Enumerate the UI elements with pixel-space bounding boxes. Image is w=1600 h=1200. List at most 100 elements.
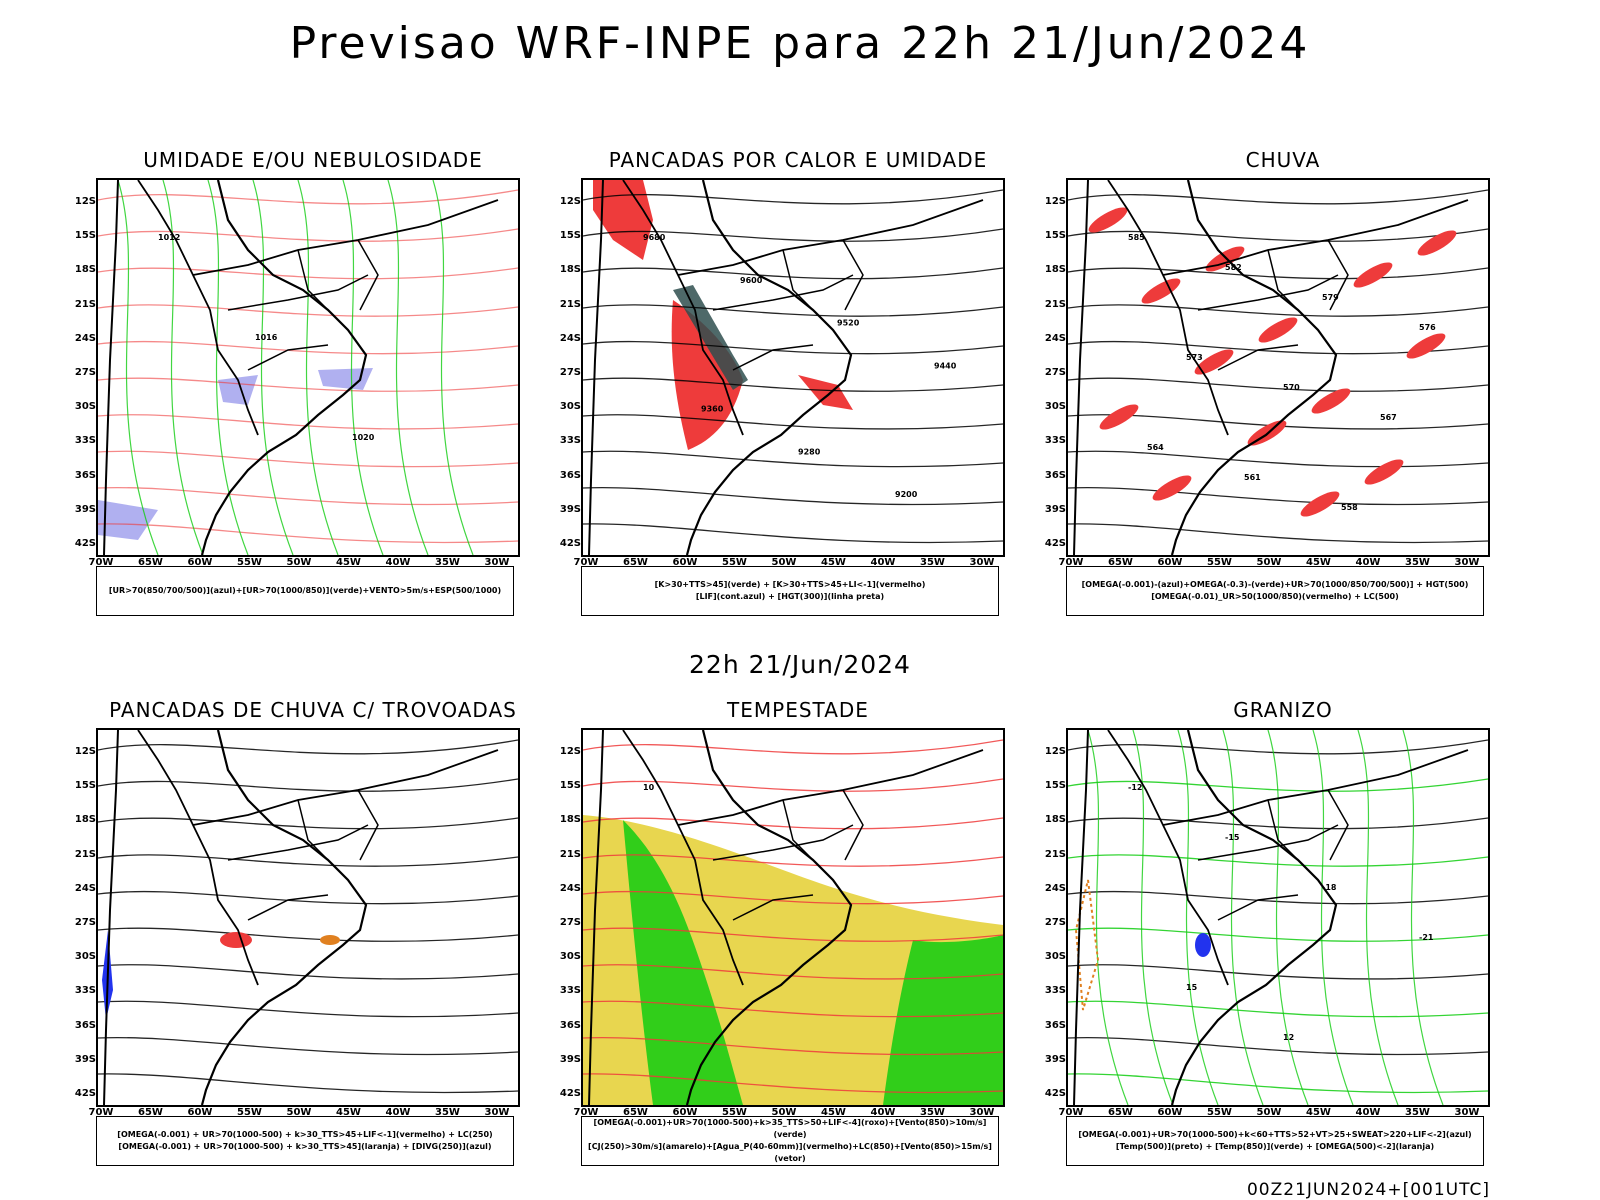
contour-line-green (1357, 730, 1399, 1105)
rain-patch (1417, 230, 1457, 256)
lon-label: 35W (1405, 557, 1430, 568)
lat-label: 39S (559, 503, 581, 515)
coastline (685, 180, 853, 555)
map-trovoadas-svg (98, 730, 518, 1105)
contour-line (98, 1000, 518, 1018)
lon-label: 35W (435, 1107, 460, 1118)
rain-patch (1406, 333, 1446, 359)
lat-label: 27S (74, 917, 96, 928)
state-border (712, 274, 854, 311)
contour-label: 564 (1147, 443, 1164, 452)
lat-label: 24S (74, 332, 96, 344)
lat-label: 33S (74, 435, 96, 447)
lat-label: 39S (559, 1053, 581, 1065)
lat-label: 42S (559, 1088, 581, 1099)
contour-line (583, 927, 1003, 942)
map-granizo: -12 -15 -18 -21 15 12 (1066, 728, 1490, 1107)
contour-label: 567 (1380, 413, 1397, 422)
country-border (137, 180, 259, 436)
lon-label: 55W (1207, 1107, 1232, 1118)
lat-label: 33S (74, 985, 96, 997)
contour-label: 9360 (701, 404, 724, 413)
humidity-fill-2 (318, 368, 373, 390)
rain-patch (1300, 491, 1340, 517)
mid-date: 22h 21/Jun/2024 (689, 650, 911, 679)
contour-line-green (162, 180, 204, 555)
contour-label: -15 (1225, 833, 1240, 842)
lon-label: 40W (870, 1107, 896, 1118)
andes-border (1073, 180, 1089, 555)
lon-label: 30W (484, 557, 510, 568)
lon-label: 45W (336, 1107, 361, 1118)
state-border-4 (247, 344, 329, 371)
map-layers (98, 730, 518, 1105)
lon-label: 55W (1207, 557, 1232, 568)
legend-line-1: [OMEGA(-0.001) + UR>70(1000-500) + k>30_… (117, 1130, 493, 1139)
contour-line (98, 739, 518, 755)
contour-line (1068, 486, 1488, 506)
state-border-3 (842, 789, 864, 861)
andes-border (588, 730, 604, 1105)
contour-line (583, 450, 1003, 468)
contour-line (1068, 1000, 1488, 1018)
contour-label: -18 (1322, 883, 1337, 892)
lon-label: 35W (920, 1107, 945, 1118)
lat-label: 33S (559, 435, 581, 447)
lon-label: 35W (1405, 1107, 1430, 1118)
contour-line (98, 854, 518, 867)
lon-label: 35W (920, 557, 945, 568)
lat-label: 33S (1044, 435, 1066, 447)
contour-line (98, 890, 518, 905)
lon-label: 60W (1157, 1107, 1183, 1118)
contour-label: 561 (1244, 473, 1261, 482)
state-border-4 (1217, 894, 1299, 921)
lat-label: 12S (1044, 746, 1066, 757)
state-border-3 (357, 239, 379, 311)
state-border-4 (732, 894, 814, 921)
lat-label: 12S (559, 746, 581, 757)
coastline (685, 730, 853, 1105)
lon-label: 60W (187, 1107, 213, 1118)
contour-line (98, 377, 518, 392)
contour-line (1068, 854, 1488, 867)
country-border (1107, 730, 1229, 986)
lat-label: 15S (559, 780, 581, 792)
legend-line-1: [K>30+TTS>45](verde) + [K>30+TTS>45+LI<-… (654, 580, 926, 589)
lon-label: 65W (1108, 557, 1133, 568)
contour-line (98, 817, 518, 830)
lon-label: 60W (672, 557, 698, 568)
legend-line-2: [OMEGA(-0.001) + UR>70(1000-500) + k>30_… (118, 1142, 492, 1151)
contour-label: 15 (1186, 983, 1198, 992)
lat-label: 21S (559, 848, 581, 860)
main-title: Previsao WRF-INPE para 22h 21/Jun/2024 (289, 18, 1311, 69)
lon-label: 30W (1454, 557, 1480, 568)
map-umidade-svg: 1012 1016 1020 (98, 180, 518, 555)
legend-pancadas-calor: [K>30+TTS>45](verde) + [K>30+TTS>45+LI<-… (581, 566, 999, 616)
contour-label: 582 (1225, 263, 1242, 272)
coastline (200, 730, 368, 1105)
contour-line (1068, 523, 1488, 544)
map-tempestade: 10 (581, 728, 1005, 1107)
lat-label: 30S (74, 401, 96, 413)
lat-label: 18S (74, 814, 96, 826)
contour-line (583, 189, 1003, 205)
lat-label: 24S (1044, 332, 1066, 344)
country-border (622, 730, 744, 986)
state-border-2 (297, 249, 329, 311)
rain-patch (1088, 207, 1128, 233)
contour-line (1068, 817, 1488, 830)
lat-label: 18S (559, 264, 581, 276)
rain-patch (1141, 278, 1181, 304)
lon-label: 70W (573, 1107, 599, 1118)
lon-label: 40W (1355, 1107, 1381, 1118)
wind850-fill (623, 820, 743, 1105)
map-pancadas-calor-svg: 9680 9600 9520 9440 9360 9280 9200 (583, 180, 1003, 555)
lon-label: 50W (1256, 1107, 1282, 1118)
lat-label: 18S (1044, 264, 1066, 276)
map-tempestade-svg: 10 (583, 730, 1003, 1105)
andes-border (103, 730, 119, 1105)
map-layers (1068, 730, 1488, 1105)
contour-line (98, 189, 518, 205)
contour-line (98, 523, 518, 544)
contour-line (1068, 304, 1488, 317)
